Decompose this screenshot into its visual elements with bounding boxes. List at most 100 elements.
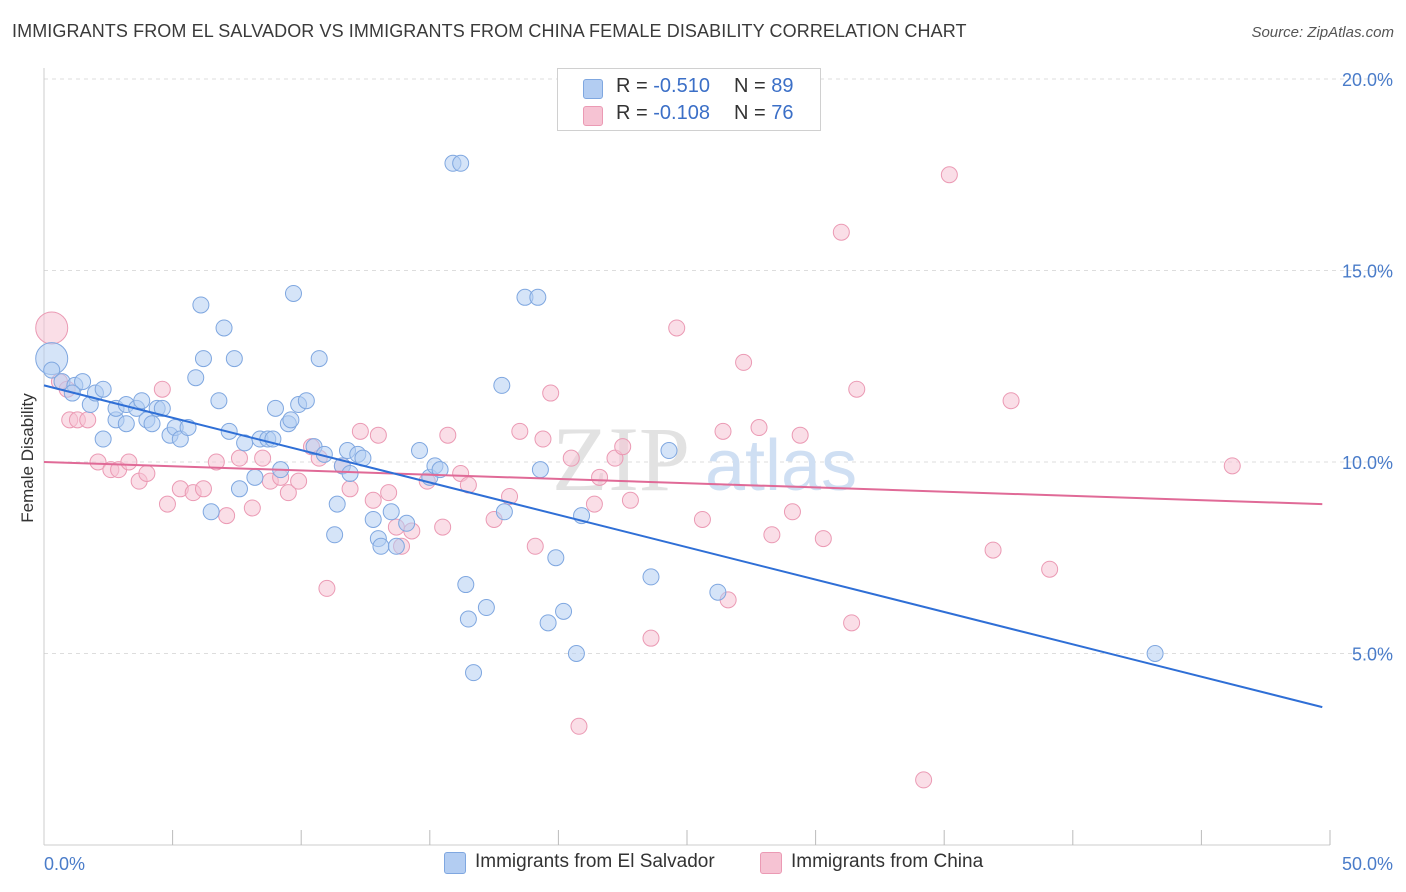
china-point [750, 419, 768, 437]
el-salvador-point [465, 664, 483, 682]
x-tick-label-min: 0.0% [44, 854, 85, 874]
el-salvador-point [282, 411, 300, 429]
el-salvador-point [192, 296, 210, 314]
el-salvador-point [452, 154, 470, 172]
el-salvador-point [187, 369, 205, 387]
china-point [153, 380, 171, 398]
china-point [848, 380, 866, 398]
china-point [369, 426, 387, 444]
el-salvador-point [43, 361, 61, 379]
n-value: 76 [771, 102, 794, 124]
el-salvador-point [117, 415, 135, 433]
china-trend-line [43, 461, 1323, 506]
china-point [735, 353, 753, 371]
r-value: -0.510 [653, 75, 710, 97]
china-point [138, 464, 156, 482]
el-salvador-point [642, 568, 660, 586]
el-salvador-point [328, 495, 346, 513]
y-tick-label: 10.0% [1342, 453, 1393, 473]
r-value: -0.108 [653, 102, 710, 124]
el-salvador-point [495, 503, 513, 521]
el-salvador-point [493, 376, 511, 394]
el-salvador-point [94, 430, 112, 448]
china-point [668, 319, 686, 337]
china-point [89, 453, 107, 471]
el-salvador-point [364, 510, 382, 528]
el-salvador-point [194, 350, 212, 368]
china-point [984, 541, 1002, 559]
x-tick-label-max: 50.0% [1342, 854, 1393, 874]
el-salvador-point [153, 399, 171, 417]
el-salvador-point [266, 399, 284, 417]
china-point [843, 614, 861, 632]
china-point [534, 430, 552, 448]
el-salvador-point [547, 549, 565, 567]
el-salvador-point [529, 288, 547, 306]
china-point [120, 453, 138, 471]
china-point [542, 384, 560, 402]
china-point [642, 629, 660, 647]
el-salvador-point [398, 514, 416, 532]
china-point [1041, 560, 1059, 578]
el-salvador-point [567, 645, 585, 662]
el-salvador-point [457, 576, 475, 594]
el-salvador-point [94, 380, 112, 398]
grid-lines [44, 78, 1393, 654]
china-point [832, 223, 850, 241]
china-point [434, 518, 452, 536]
china-point [814, 530, 832, 548]
el-salvador-point [539, 614, 557, 632]
china-point [614, 438, 632, 456]
china-point [1223, 457, 1241, 475]
china-point [194, 480, 212, 498]
el-salvador-point [310, 350, 328, 368]
n-label: N = [734, 102, 766, 124]
r-label: R = [616, 102, 648, 124]
china-point [380, 484, 398, 502]
china-point [763, 526, 781, 544]
watermark-atlas: atlas [705, 426, 857, 506]
pink-legend-swatch [760, 852, 782, 874]
el-salvador-point [382, 503, 400, 521]
china-point [783, 503, 801, 521]
el-salvador-point [246, 468, 264, 486]
china-point [318, 579, 336, 597]
legend-label-china: Immigrants from China [791, 851, 984, 872]
china-point [791, 426, 809, 444]
china-point [341, 480, 359, 498]
el-salvador-point [284, 284, 302, 302]
y-tick-label: 20.0% [1342, 70, 1393, 90]
china-point [35, 311, 69, 345]
chart-title: IMMIGRANTS FROM EL SALVADOR VS IMMIGRANT… [12, 21, 967, 41]
y-tick-label: 15.0% [1342, 262, 1393, 282]
el-salvador-point [210, 392, 228, 410]
china-point [1002, 392, 1020, 410]
blue-swatch [583, 79, 603, 99]
el-salvador-point [215, 319, 233, 337]
el-salvador-point [411, 442, 429, 460]
china-point [915, 771, 933, 789]
china-point [230, 449, 248, 467]
china-point [621, 491, 639, 509]
el-salvador-point [372, 537, 390, 555]
china-point [526, 537, 544, 555]
china-point [585, 495, 603, 513]
el-salvador-point [326, 526, 344, 544]
china-point [714, 422, 732, 440]
el-salvador-point [531, 461, 549, 479]
el-salvador-point [225, 350, 243, 368]
el-salvador-point [1146, 645, 1164, 662]
r-label: R = [616, 75, 648, 97]
el-salvador-point [74, 373, 92, 391]
legend-label-el-salvador: Immigrants from El Salvador [475, 851, 715, 872]
el-salvador-point [133, 392, 151, 410]
el-salvador-point [709, 583, 727, 601]
el-salvador-point [660, 442, 678, 460]
y-axis-tick-labels: 5.0% 10.0% 15.0% 20.0% [1342, 70, 1393, 665]
el-salvador-trend-line [43, 384, 1323, 709]
china-point [570, 717, 588, 735]
china-point [693, 510, 711, 528]
china-point [511, 422, 529, 440]
china-point [254, 449, 272, 467]
china-point [439, 426, 457, 444]
